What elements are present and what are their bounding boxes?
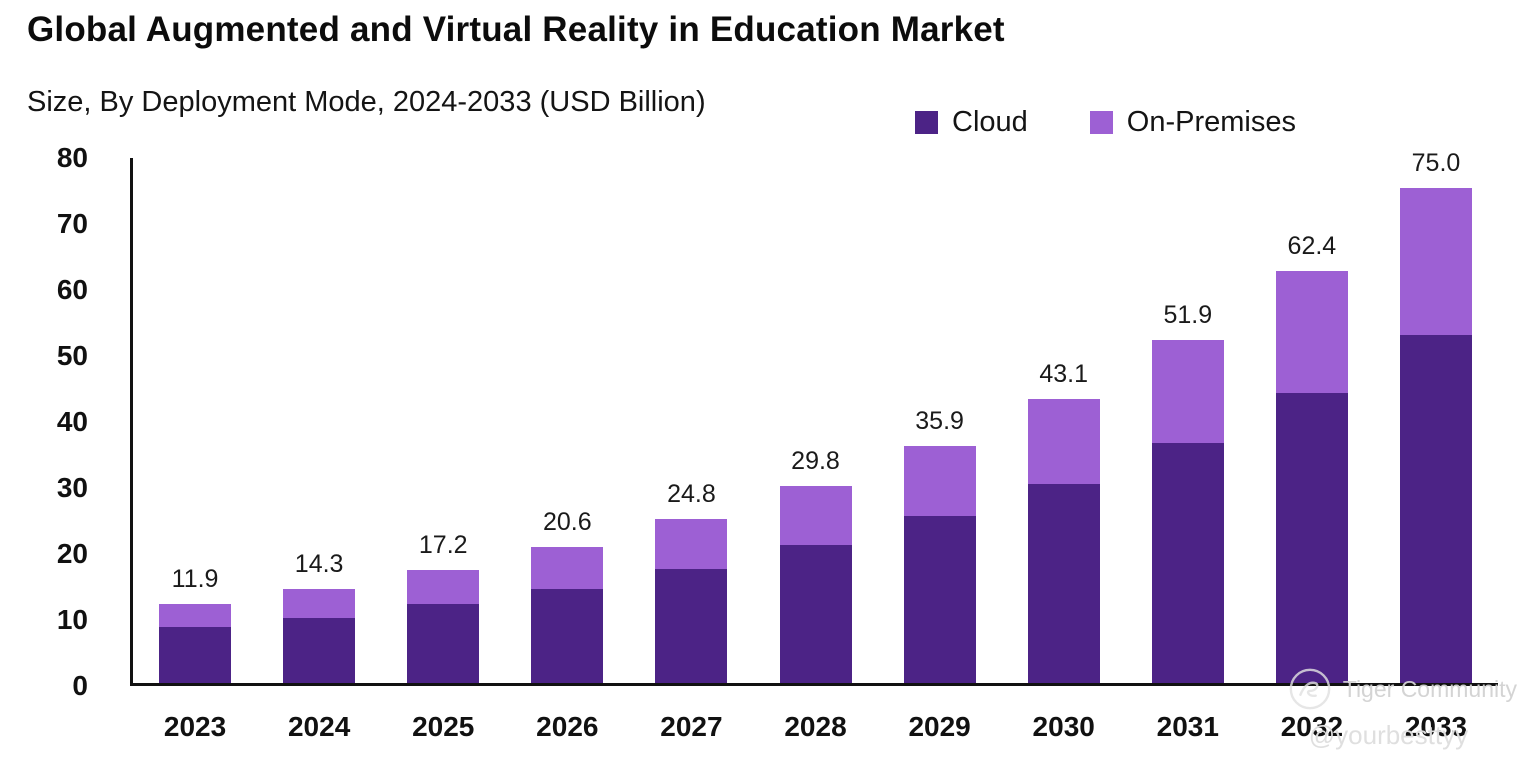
bar-segment-cloud — [159, 626, 232, 683]
bar-segment-cloud — [1027, 483, 1100, 683]
bar-segment-on-premises — [655, 519, 728, 569]
total-value-label: 29.8 — [791, 447, 840, 476]
bar-segment-on-premises — [903, 446, 976, 517]
stacked-bar — [1275, 271, 1348, 683]
y-axis-tick-label: 50 — [56, 340, 88, 371]
y-axis-tick-label: 60 — [56, 274, 88, 305]
stacked-bar — [1399, 188, 1472, 683]
total-value-label: 20.6 — [542, 508, 592, 537]
legend-item-cloud: Cloud — [915, 106, 1028, 139]
legend-item-on-premises: On-Premises — [1089, 106, 1296, 139]
stacked-bar — [1151, 340, 1224, 683]
total-value-label: 14.3 — [294, 549, 344, 578]
stacked-bar — [407, 569, 480, 683]
total-value-label: 17.2 — [418, 530, 468, 559]
bar-segment-on-premises — [531, 547, 604, 590]
stacked-bar — [903, 446, 976, 683]
y-axis-tick-label: 40 — [56, 406, 88, 437]
x-axis-label: 2030 — [1032, 711, 1095, 742]
chart-subtitle: Size, By Deployment Mode, 2024-2033 (USD… — [27, 86, 706, 118]
legend-label-on-premises: On-Premises — [1126, 106, 1296, 138]
x-axis-label: 2031 — [1156, 711, 1219, 742]
bar-segment-on-premises — [1151, 340, 1224, 443]
x-axis-label: 2032 — [1280, 711, 1344, 742]
y-axis-tick-label: 30 — [56, 472, 88, 503]
bar-group-2023: 11.9 2023 — [133, 158, 257, 742]
total-value-label: 62.4 — [1287, 232, 1337, 261]
x-axis-label: 2033 — [1404, 711, 1468, 742]
legend-label-cloud: Cloud — [952, 106, 1028, 138]
bar-group-2028: 29.8 2028 — [753, 158, 877, 742]
bar-segment-cloud — [903, 516, 976, 683]
x-axis-label: 2025 — [412, 711, 475, 742]
y-axis-tick-label: 20 — [56, 538, 88, 569]
x-axis-label: 2027 — [660, 711, 723, 742]
chart-title: Global Augmented and Virtual Reality in … — [27, 10, 1005, 49]
total-value-label: 43.1 — [1039, 359, 1089, 388]
x-axis-label: 2023 — [163, 711, 227, 742]
stacked-bar — [283, 588, 356, 683]
stacked-bar — [531, 547, 604, 683]
bar-segment-cloud — [655, 568, 728, 683]
y-axis: 0 10 20 30 40 50 60 70 80 — [0, 142, 110, 701]
y-axis-tick-label: 10 — [56, 604, 88, 635]
bar-group-2027: 24.8 2027 — [629, 158, 753, 742]
bar-segment-on-premises — [283, 588, 356, 619]
bar-group-2031: 51.9 2031 — [1126, 158, 1250, 742]
x-axis-label: 2024 — [287, 711, 351, 742]
bar-segment-cloud — [283, 618, 356, 683]
bar-segment-cloud — [1151, 442, 1224, 683]
total-value-label: 51.9 — [1163, 301, 1213, 330]
bar-segment-cloud — [407, 603, 480, 683]
bar-segment-on-premises — [779, 486, 852, 546]
total-value-label: 11.9 — [171, 565, 219, 594]
bar-segment-on-premises — [1399, 188, 1472, 336]
bar-segment-on-premises — [1027, 398, 1100, 484]
bar-segment-cloud — [779, 545, 852, 683]
bar-segment-on-premises — [1275, 271, 1348, 394]
cloud-swatch-icon — [915, 111, 938, 134]
x-axis-label: 2028 — [784, 711, 847, 742]
bar-segment-cloud — [531, 589, 604, 683]
bar-group-2026: 20.6 2026 — [505, 158, 629, 742]
bar-group-2032: 62.4 2032 — [1250, 158, 1374, 742]
bar-group-2033: 75.0 2033 — [1374, 149, 1498, 742]
bar-segment-on-premises — [407, 569, 480, 604]
bar-segment-cloud — [1399, 335, 1472, 683]
y-axis-tick-label: 70 — [56, 208, 88, 239]
total-value-label: 24.8 — [667, 480, 716, 509]
stacked-bar — [159, 604, 232, 683]
bar-group-2030: 43.1 2030 — [1002, 158, 1126, 742]
total-value-label: 75.0 — [1411, 149, 1461, 178]
bar-group-2025: 17.2 2025 — [381, 158, 505, 742]
on-premises-swatch-icon — [1089, 111, 1113, 134]
bar-segment-cloud — [1275, 393, 1348, 683]
legend: Cloud On-Premises — [915, 106, 1296, 139]
plot-area: 11.9 2023 14.3 2024 17.2 2025 20.6 2026 24.8 2027… — [130, 149, 1498, 742]
x-axis-label: 2026 — [536, 711, 599, 742]
y-axis-tick-label: 80 — [56, 142, 88, 173]
stacked-bar — [655, 519, 728, 683]
y-axis-tick-label: 0 — [72, 670, 88, 701]
bar-segment-on-premises — [159, 604, 232, 627]
bar-group-2024: 14.3 2024 — [257, 158, 381, 742]
stacked-bar — [1027, 398, 1100, 683]
bar-group-2029: 35.9 2029 — [878, 158, 1002, 742]
x-axis-label: 2029 — [908, 711, 971, 742]
total-value-label: 35.9 — [915, 407, 964, 436]
stacked-bar — [779, 486, 852, 683]
